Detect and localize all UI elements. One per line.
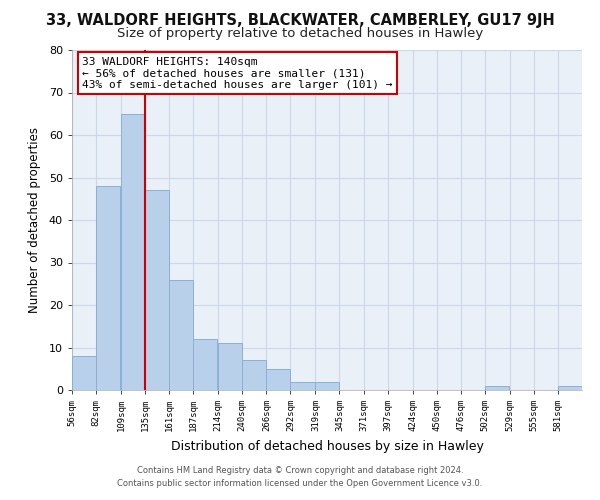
Text: 33, WALDORF HEIGHTS, BLACKWATER, CAMBERLEY, GU17 9JH: 33, WALDORF HEIGHTS, BLACKWATER, CAMBERL… — [46, 12, 554, 28]
Bar — [193, 339, 217, 390]
Bar — [316, 382, 340, 390]
Bar — [558, 386, 582, 390]
Text: Contains HM Land Registry data © Crown copyright and database right 2024.
Contai: Contains HM Land Registry data © Crown c… — [118, 466, 482, 487]
Bar — [121, 114, 145, 390]
Text: 33 WALDORF HEIGHTS: 140sqm
← 56% of detached houses are smaller (131)
43% of sem: 33 WALDORF HEIGHTS: 140sqm ← 56% of deta… — [82, 57, 392, 90]
Bar — [242, 360, 266, 390]
Bar — [290, 382, 314, 390]
Y-axis label: Number of detached properties: Number of detached properties — [28, 127, 41, 313]
Bar — [266, 369, 290, 390]
Bar — [96, 186, 120, 390]
Bar — [485, 386, 509, 390]
Bar — [72, 356, 96, 390]
Bar — [218, 343, 242, 390]
Bar — [145, 190, 169, 390]
Bar — [169, 280, 193, 390]
X-axis label: Distribution of detached houses by size in Hawley: Distribution of detached houses by size … — [170, 440, 484, 452]
Text: Size of property relative to detached houses in Hawley: Size of property relative to detached ho… — [117, 28, 483, 40]
